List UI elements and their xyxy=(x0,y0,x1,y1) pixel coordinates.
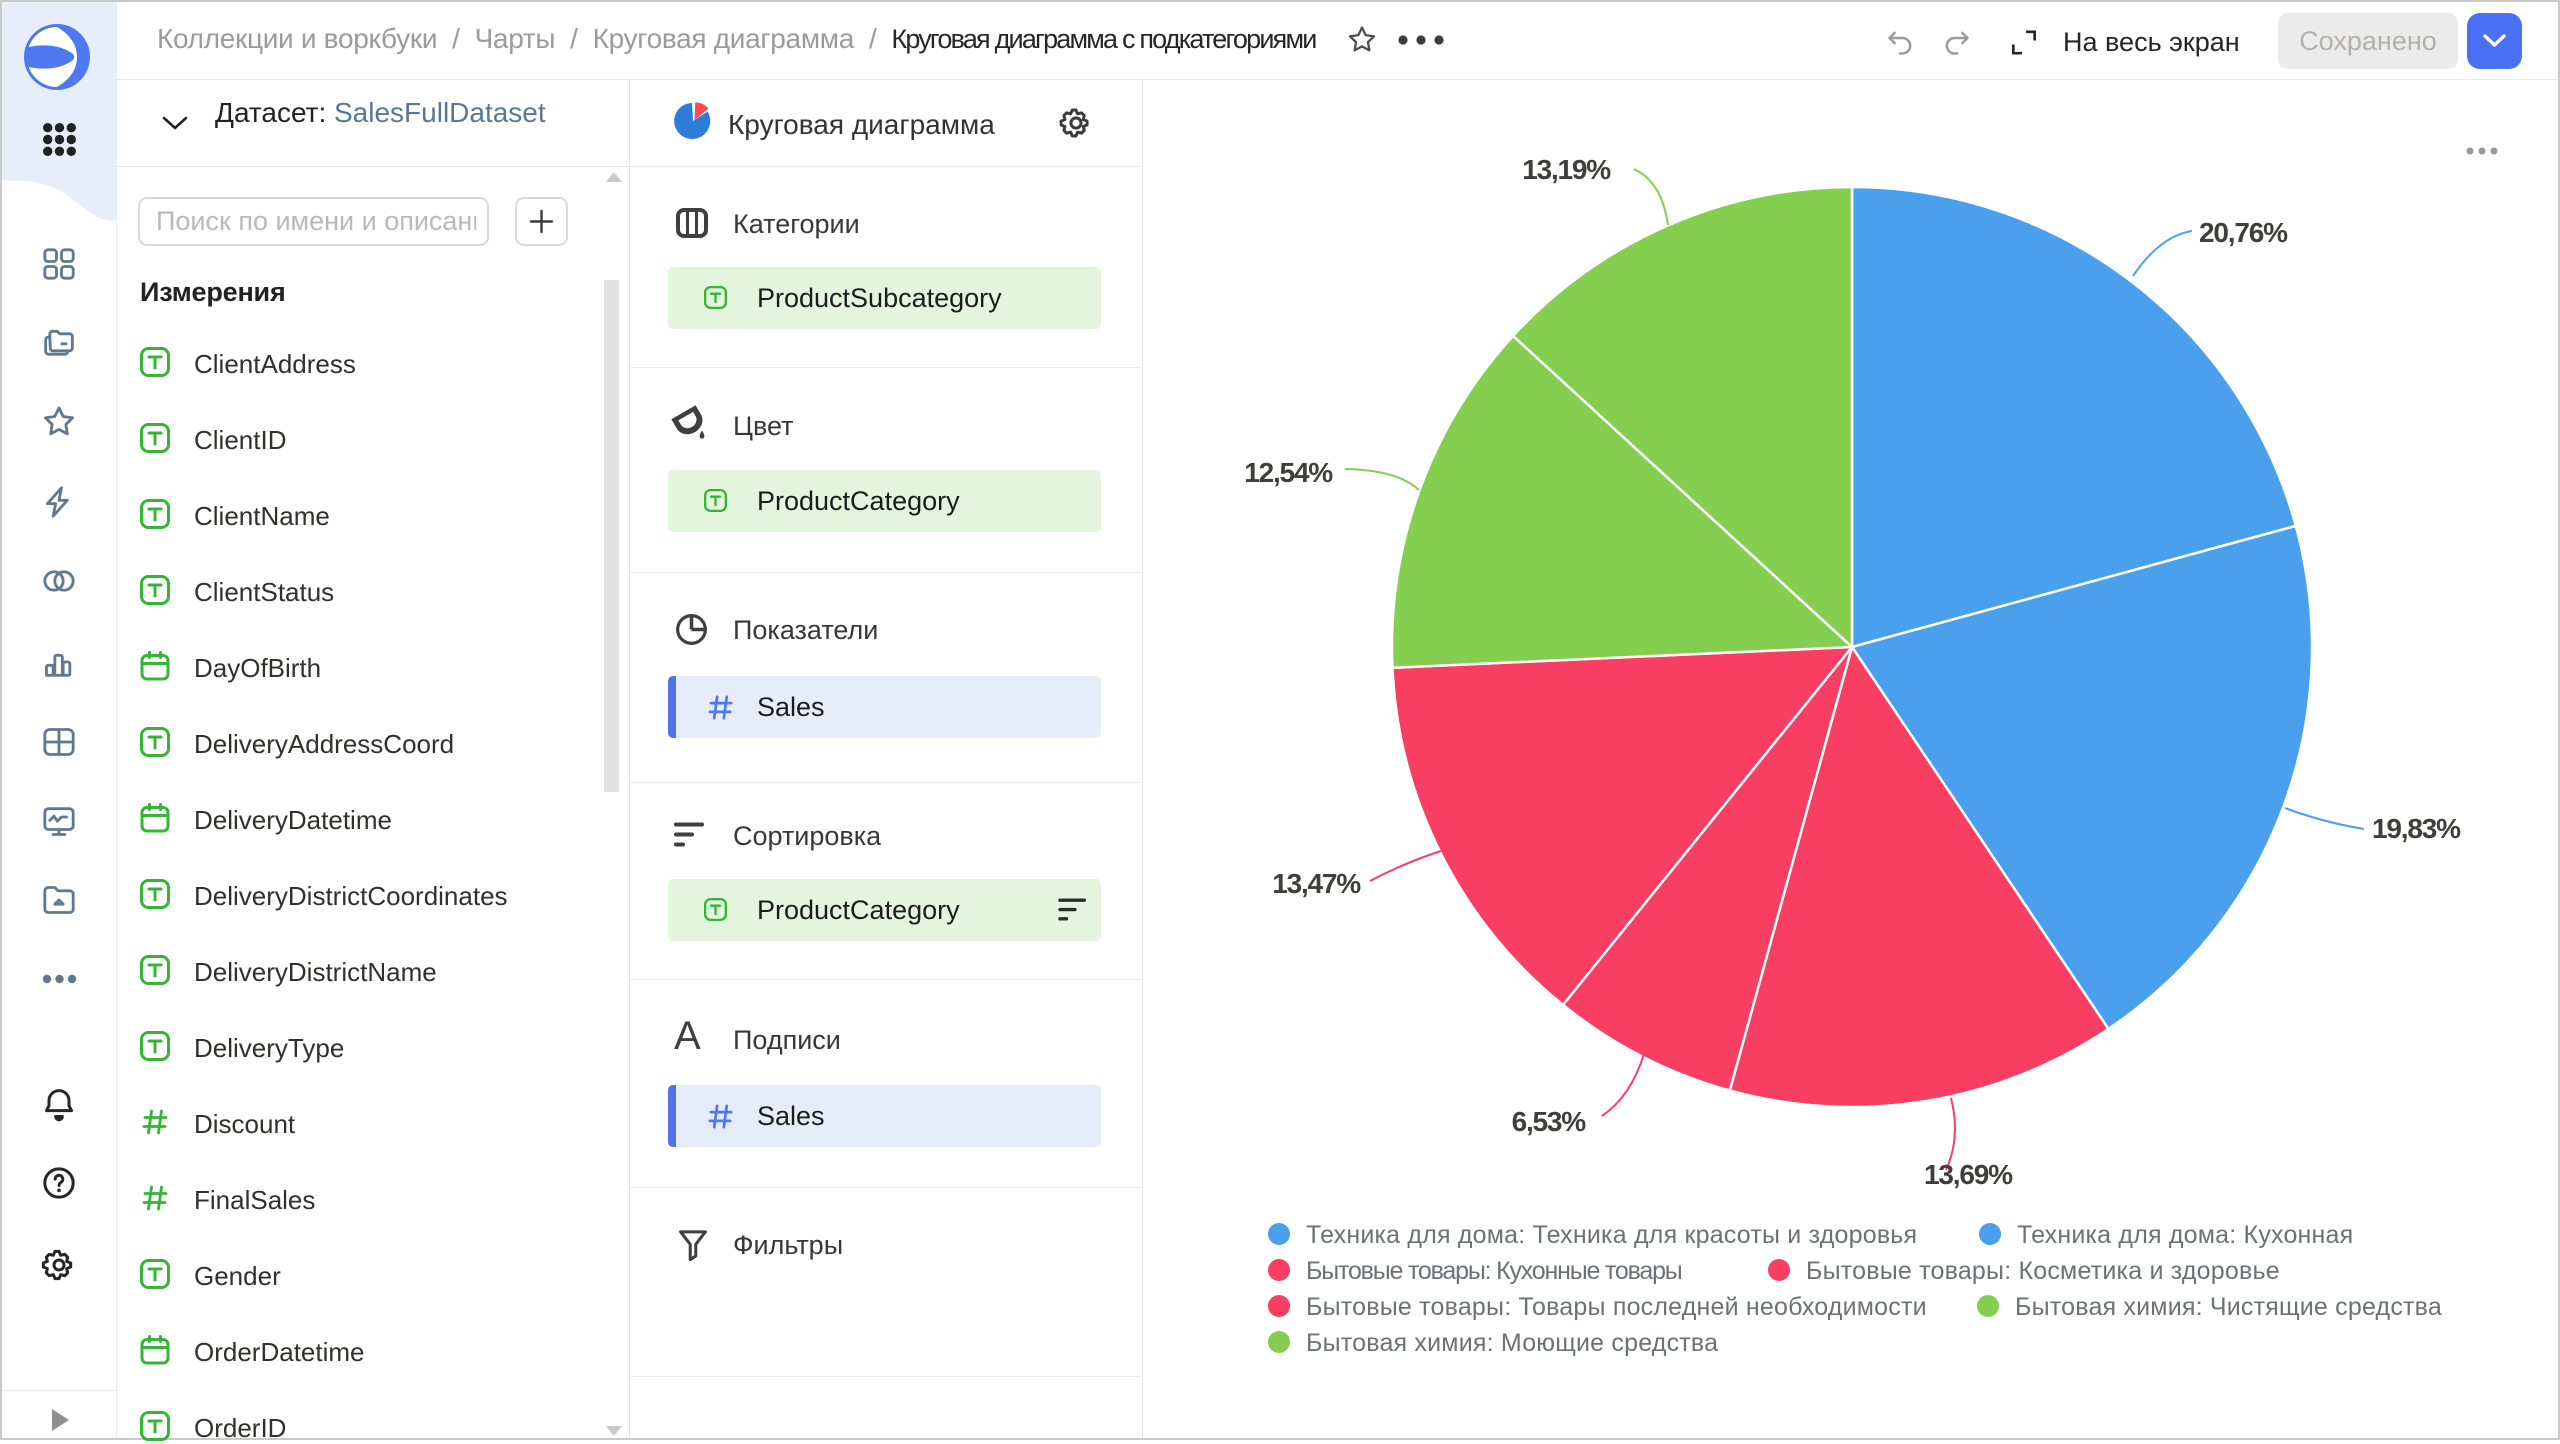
svg-text:Бытовые товары: Кухонные товар: Бытовые товары: Кухонные товары xyxy=(1306,1257,1682,1285)
svg-text:13,19%: 13,19% xyxy=(1522,154,1611,185)
svg-text:Бытовая химия: Чистящие средст: Бытовая химия: Чистящие средства xyxy=(2015,1293,2442,1321)
svg-text:13,69%: 13,69% xyxy=(1924,1159,2013,1190)
svg-text:Бытовая химия: Моющие средства: Бытовая химия: Моющие средства xyxy=(1306,1329,1718,1357)
svg-text:20,76%: 20,76% xyxy=(2199,217,2288,248)
svg-text:6,53%: 6,53% xyxy=(1512,1106,1587,1137)
svg-text:19,83%: 19,83% xyxy=(2372,813,2461,844)
svg-text:13,47%: 13,47% xyxy=(1272,868,1361,899)
svg-text:Техника для дома: Кухонная: Техника для дома: Кухонная xyxy=(2017,1221,2353,1249)
svg-text:Техника для дома: Техника для: Техника для дома: Техника для красоты и … xyxy=(1306,1221,1917,1249)
svg-text:12,54%: 12,54% xyxy=(1244,457,1333,488)
svg-text:Бытовые товары: Косметика и зд: Бытовые товары: Косметика и здоровье xyxy=(1806,1257,2280,1285)
svg-text:Бытовые товары: Товары последн: Бытовые товары: Товары последней необход… xyxy=(1306,1293,1927,1321)
